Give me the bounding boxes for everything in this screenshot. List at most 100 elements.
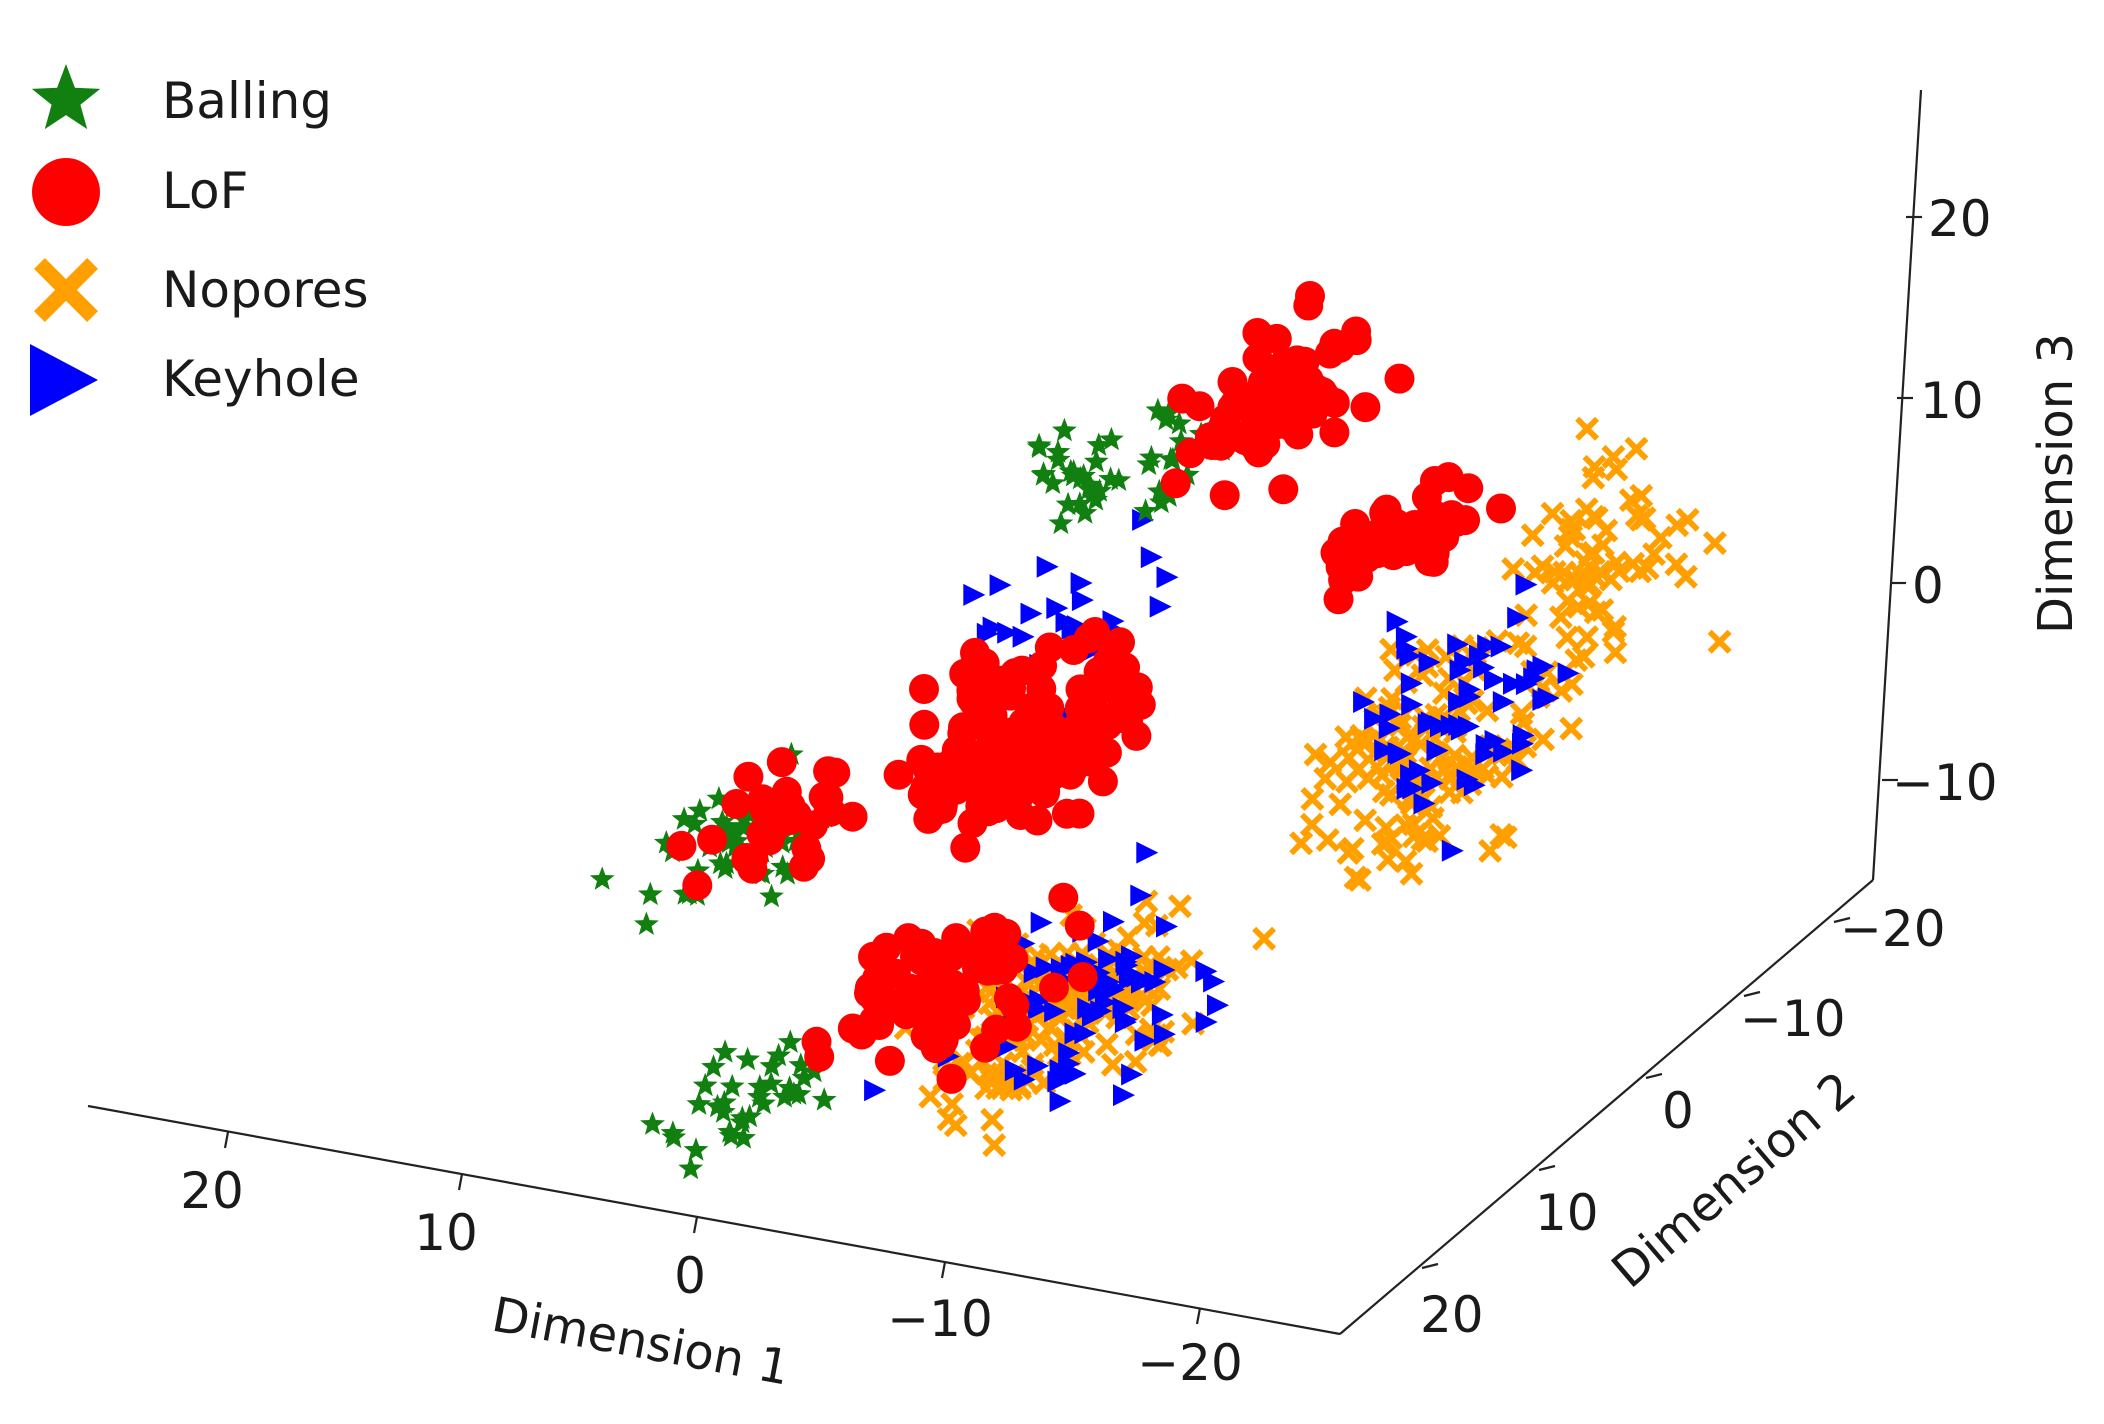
data-point-triangle-right bbox=[1087, 930, 1110, 953]
data-point-x bbox=[1520, 523, 1545, 548]
data-point-star bbox=[1076, 476, 1102, 500]
data-point-triangle-right bbox=[1413, 792, 1436, 815]
data-point-triangle-right bbox=[1390, 742, 1413, 765]
data-point-star bbox=[759, 1053, 785, 1077]
data-point-star bbox=[717, 1119, 743, 1143]
data-point-star bbox=[781, 1081, 807, 1105]
data-point-circle bbox=[937, 969, 968, 1000]
data-point-star bbox=[719, 1073, 745, 1098]
data-point-star bbox=[770, 854, 796, 878]
data-point-circle bbox=[1003, 735, 1034, 765]
data-point-triangle-right bbox=[1064, 1062, 1087, 1085]
data-point-triangle-right bbox=[1448, 713, 1471, 736]
data-point-triangle-right bbox=[1456, 768, 1479, 791]
data-point-triangle-right bbox=[1140, 546, 1163, 569]
data-point-star bbox=[766, 1042, 791, 1067]
data-point-triangle-right bbox=[1421, 772, 1444, 795]
legend-label: Nopores bbox=[162, 261, 369, 319]
data-point-star bbox=[777, 1029, 803, 1053]
data-point-star bbox=[1168, 428, 1194, 452]
data-point-star bbox=[682, 811, 708, 835]
data-point-triangle-right bbox=[1507, 606, 1530, 629]
data-point-triangle-right bbox=[1379, 703, 1402, 726]
data-point-triangle-right bbox=[1035, 956, 1058, 979]
data-point-x bbox=[1664, 552, 1689, 577]
data-point-x bbox=[1328, 792, 1353, 817]
data-point-triangle-right bbox=[1113, 1084, 1135, 1107]
data-point-triangle-right bbox=[1353, 691, 1376, 713]
data-point-x bbox=[1353, 808, 1378, 833]
data-point-x bbox=[1513, 634, 1538, 659]
data-point-x bbox=[1559, 517, 1583, 542]
y-tick-label: −10 bbox=[1740, 990, 1846, 1048]
data-point-star bbox=[758, 1070, 784, 1095]
data-point-star bbox=[692, 1072, 718, 1097]
data-point-triangle-right bbox=[1401, 693, 1424, 716]
data-point-x bbox=[1665, 513, 1690, 538]
x-marker-icon bbox=[34, 258, 98, 322]
data-point-circle bbox=[1066, 702, 1097, 733]
data-point-star bbox=[705, 1093, 730, 1118]
legend-item-nopores: Nopores bbox=[34, 258, 369, 322]
data-point-circle bbox=[941, 923, 972, 954]
data-point-star bbox=[640, 1111, 665, 1135]
z-tick-label: −10 bbox=[1892, 754, 1998, 812]
data-point-triangle-right bbox=[1023, 961, 1046, 984]
data-point-star bbox=[687, 797, 713, 822]
data-point-triangle-right bbox=[1044, 1000, 1067, 1023]
data-point-circle bbox=[908, 999, 939, 1030]
data-point-star bbox=[1146, 478, 1172, 503]
y-tick-label: 10 bbox=[1535, 1184, 1599, 1242]
data-point-x bbox=[1355, 729, 1380, 754]
data-point-x bbox=[1493, 825, 1518, 850]
legend: Balling LoF Nopores Keyhole bbox=[30, 64, 369, 416]
data-point-circle bbox=[731, 844, 762, 875]
data-point-circle bbox=[921, 1025, 952, 1056]
data-point-star bbox=[1106, 467, 1132, 491]
data-point-circle bbox=[1067, 962, 1098, 993]
data-point-circle bbox=[1039, 972, 1069, 1003]
data-point-circle bbox=[1087, 766, 1118, 797]
data-point-triangle-right bbox=[1374, 739, 1397, 762]
data-point-star bbox=[777, 1075, 802, 1099]
data-point-circle bbox=[1486, 493, 1516, 524]
y-tick bbox=[1645, 1072, 1663, 1080]
data-point-circle bbox=[1217, 367, 1248, 397]
series-lof bbox=[666, 281, 1516, 1094]
data-point-circle bbox=[1293, 364, 1324, 395]
data-point-circle bbox=[991, 763, 1022, 794]
data-point-triangle-right bbox=[989, 574, 1012, 597]
data-point-x bbox=[1540, 501, 1565, 526]
data-point-circle bbox=[1034, 632, 1065, 663]
data-point-x bbox=[980, 1107, 1005, 1132]
y-tick bbox=[1743, 990, 1761, 998]
data-point-triangle-right bbox=[1055, 610, 1078, 633]
data-point-star bbox=[788, 1052, 814, 1076]
data-point-circle bbox=[1371, 494, 1402, 525]
data-point-star bbox=[589, 866, 615, 890]
data-point-x bbox=[1618, 488, 1643, 513]
data-point-circle bbox=[1295, 281, 1325, 311]
legend-marker-x bbox=[34, 258, 98, 322]
data-point-circle bbox=[1275, 411, 1306, 441]
data-point-star bbox=[634, 911, 659, 935]
y-tick-label: 0 bbox=[1662, 1082, 1694, 1140]
data-point-circle bbox=[775, 805, 806, 836]
data-point-triangle-right bbox=[1134, 1029, 1157, 1052]
data-point-x bbox=[1401, 824, 1426, 849]
legend-item-keyhole: Keyhole bbox=[30, 344, 360, 416]
data-point-x bbox=[1548, 605, 1573, 630]
data-point-circle bbox=[1022, 805, 1053, 836]
data-point-x bbox=[1164, 955, 1189, 980]
y-tick bbox=[1538, 1164, 1556, 1172]
data-point-triangle-right bbox=[1484, 729, 1507, 752]
data-point-circle bbox=[1064, 910, 1095, 941]
data-point-x bbox=[1313, 766, 1338, 791]
data-point-triangle-right bbox=[1121, 1063, 1144, 1086]
data-point-x bbox=[1530, 554, 1555, 579]
data-point-circle bbox=[1051, 798, 1082, 829]
data-point-x bbox=[1575, 416, 1600, 441]
data-point-star bbox=[637, 881, 663, 906]
data-point-triangle-right bbox=[1126, 965, 1149, 988]
